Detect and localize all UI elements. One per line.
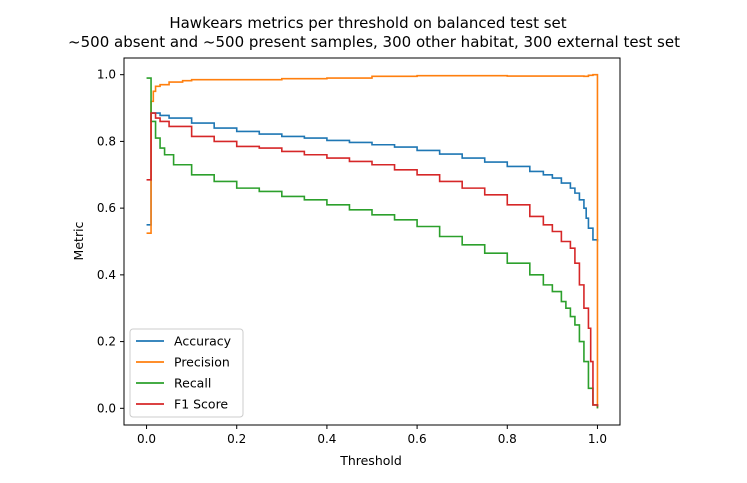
x-tick-label: 0.8 [498,432,517,446]
legend-box [129,328,244,418]
legend-label-accuracy: Accuracy [174,334,232,349]
series-line-f1-score [146,112,599,407]
chart-subtitle: ~500 absent and ~500 present samples, 30… [68,33,680,51]
x-tick-label: 0.4 [317,432,336,446]
legend-label-recall: Recall [174,376,211,391]
y-tick-label: 0.0 [97,401,116,415]
x-tick-label: 0.6 [408,432,427,446]
plot-frame [123,57,621,426]
x-tick-label: 0.0 [137,432,156,446]
y-tick-label: 0.4 [97,268,116,282]
y-tick-label: 0.2 [97,335,116,349]
chart-title: Hawkears metrics per threshold on balanc… [169,14,566,32]
series-line-accuracy [146,112,599,242]
legend-label-f1-score: F1 Score [174,397,228,412]
legend: Accuracy Precision Recall F1 Score [129,328,244,418]
y-tick-label: 1.0 [97,68,116,82]
y-axis: 0.0 0.2 0.4 0.6 0.8 1.0 [97,68,124,415]
y-axis-label: Metric [71,221,86,260]
x-axis-label: Threshold [339,453,402,468]
x-axis: 0.0 0.2 0.4 0.6 0.8 1.0 [137,425,607,446]
series-line-precision [146,73,599,409]
legend-label-precision: Precision [174,355,230,370]
x-tick-label: 1.0 [588,432,607,446]
y-tick-label: 0.8 [97,134,116,148]
y-tick-label: 0.6 [97,201,116,215]
x-tick-label: 0.2 [227,432,246,446]
series-line-recall [146,77,599,409]
series-layer [146,73,599,409]
